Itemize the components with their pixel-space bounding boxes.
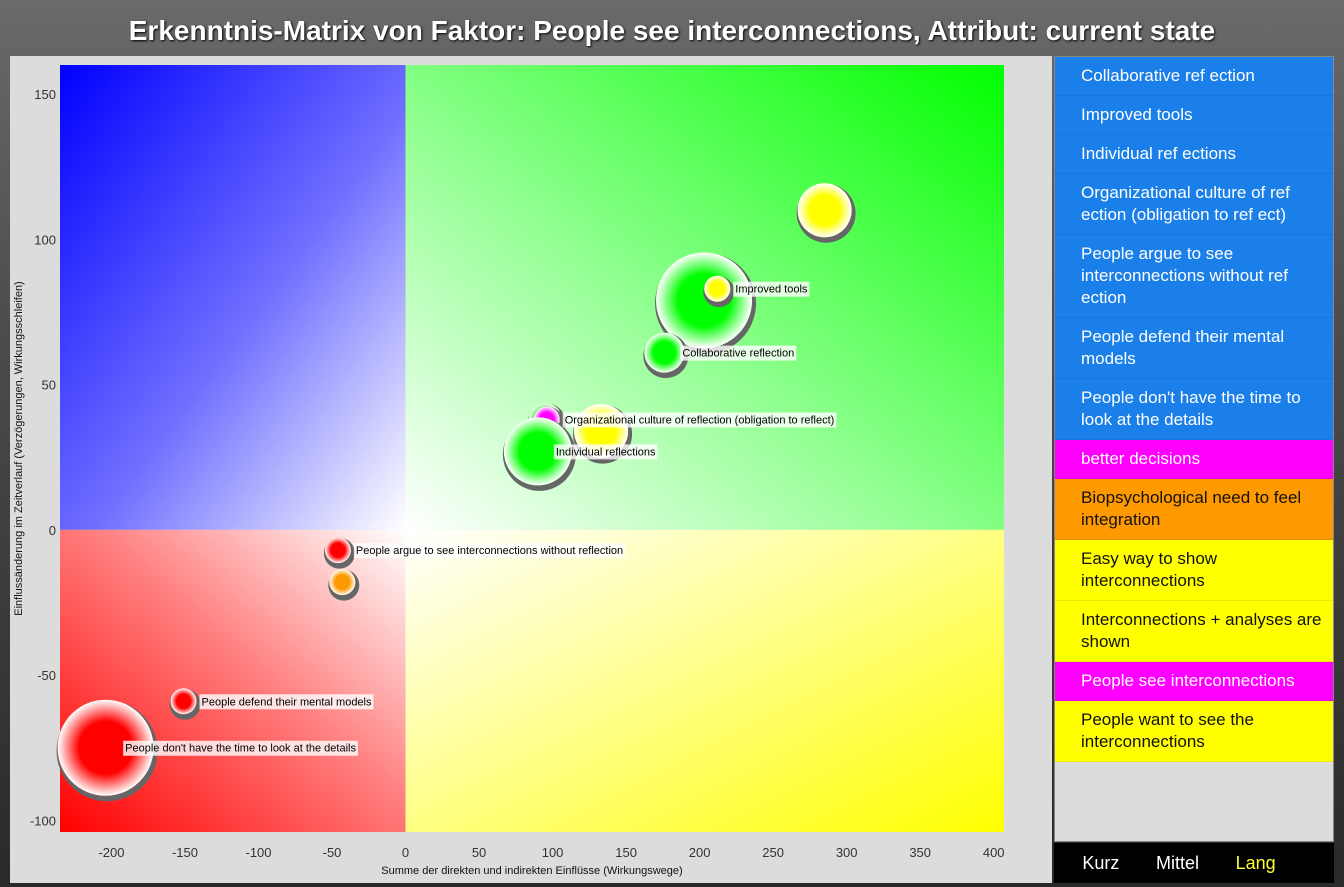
x-tick-label: 250 (762, 845, 784, 860)
legend-item[interactable]: Interconnections + analyses are shown (1055, 601, 1333, 662)
time-long-button[interactable]: Lang (1235, 852, 1276, 873)
legend-item[interactable]: better decisions (1055, 440, 1333, 479)
legend-item[interactable]: People argue to see interconnections wit… (1055, 235, 1333, 318)
bubble-point[interactable] (169, 688, 201, 720)
bubble-highlight (170, 688, 197, 715)
plot-panel: -100 -50 0 50 100 150 -200 -150 -100 -50 0 50 100 15… (10, 56, 1052, 883)
legend-panel: Collaborative ref ection Improved tools In… (1054, 56, 1334, 842)
point-label-text: People don't have the time to look at th… (125, 743, 356, 755)
bubble-point[interactable] (703, 275, 735, 308)
legend-item[interactable]: People want to see the interconnections (1055, 701, 1333, 762)
x-tick-label: 400 (983, 845, 1005, 860)
bubble-highlight (329, 569, 356, 596)
x-tick-label: 100 (542, 845, 564, 860)
time-short-button[interactable]: Kurz (1082, 852, 1120, 873)
chart-title: Erkenntnis-Matrix von Faktor: People see… (128, 15, 1216, 46)
point-label-background (553, 444, 658, 460)
point-label-text: Organizational culture of reflection (ob… (565, 414, 835, 426)
legend-item[interactable]: Organizational culture of ref ection (ob… (1055, 174, 1333, 235)
quadrant-top-left (60, 65, 406, 530)
y-tick-label: -100 (30, 813, 56, 828)
x-tick-label: 0 (402, 845, 409, 860)
x-tick-label: -150 (172, 845, 198, 860)
x-tick-label: 150 (615, 845, 637, 860)
bubble-chart: -100 -50 0 50 100 150 -200 -150 -100 -50 0 50 100 15… (13, 65, 1005, 877)
legend-item[interactable]: Easy way to show interconnections (1055, 540, 1333, 601)
legend-item[interactable]: People don't have the time to look at th… (1055, 379, 1333, 440)
point-label-background (123, 740, 358, 756)
quadrant-bottom-right (405, 529, 1004, 832)
bubble-highlight (704, 275, 731, 302)
x-tick-label: 300 (836, 845, 858, 860)
point-label-text: People argue to see interconnections wit… (356, 545, 623, 557)
bubble-highlight (503, 417, 572, 486)
bubble-highlight (797, 183, 852, 238)
y-tick-label: 150 (34, 87, 56, 102)
bubble-highlight (656, 252, 753, 349)
bubble-highlight (644, 332, 685, 373)
bubble-point[interactable] (796, 183, 856, 243)
x-tick-label: -50 (323, 845, 342, 860)
y-tick-label: 0 (49, 523, 56, 538)
bubble-point[interactable] (56, 699, 158, 802)
time-medium-button[interactable]: Mittel (1155, 852, 1199, 873)
x-tick-label: 50 (472, 845, 486, 860)
point-label-background (680, 345, 797, 361)
y-tick-label: -50 (37, 668, 56, 683)
point-label-background (562, 412, 837, 428)
bubble-point[interactable] (643, 332, 689, 379)
bubble-point[interactable] (655, 252, 757, 354)
x-axis-label: Summe der direkten und indirekten Einflü… (381, 865, 682, 877)
point-label: People argue to see interconnections wit… (353, 543, 626, 559)
x-tick-label: 200 (689, 845, 711, 860)
bubble-point[interactable] (328, 569, 360, 601)
point-label: People don't have the time to look at th… (123, 740, 358, 756)
point-label-text: Collaborative reflection (682, 348, 794, 360)
point-label-text: Improved tools (735, 284, 808, 296)
x-tick-label: -100 (245, 845, 271, 860)
point-label: People defend their mental models (199, 694, 374, 710)
point-label-background (733, 281, 810, 297)
legend-item[interactable]: Individual ref ections (1055, 135, 1333, 174)
legend-item[interactable]: Improved tools (1055, 96, 1333, 135)
point-label-background (199, 694, 374, 710)
y-tick-label: 50 (42, 378, 56, 393)
legend-item[interactable]: Collaborative ref ection (1055, 57, 1333, 96)
point-label: Individual reflections (553, 444, 658, 460)
x-tick-label: 350 (909, 845, 931, 860)
bubble-highlight (324, 537, 351, 564)
y-axis-label: Einflussänderung im Zeitverlauf (Verzöge… (13, 281, 25, 615)
legend-item[interactable]: People defend their mental models (1055, 318, 1333, 379)
point-label-text: People defend their mental models (202, 696, 372, 708)
bubble-highlight (57, 699, 154, 796)
point-label: Organizational culture of reflection (ob… (562, 412, 837, 428)
x-tick-label: -200 (98, 845, 124, 860)
point-label: Improved tools (733, 281, 810, 297)
point-label-text: Individual reflections (556, 446, 656, 458)
legend-item[interactable]: Biopsychological need to feel integratio… (1055, 479, 1333, 540)
point-label-background (353, 543, 626, 559)
time-horizon-bar: Kurz Mittel Lang (1054, 843, 1334, 883)
legend-item[interactable]: People see interconnections (1055, 662, 1333, 701)
point-label: Collaborative reflection (680, 345, 797, 361)
bubble-point[interactable] (323, 537, 355, 569)
y-tick-label: 100 (34, 232, 56, 247)
bubble-point[interactable] (502, 417, 576, 491)
